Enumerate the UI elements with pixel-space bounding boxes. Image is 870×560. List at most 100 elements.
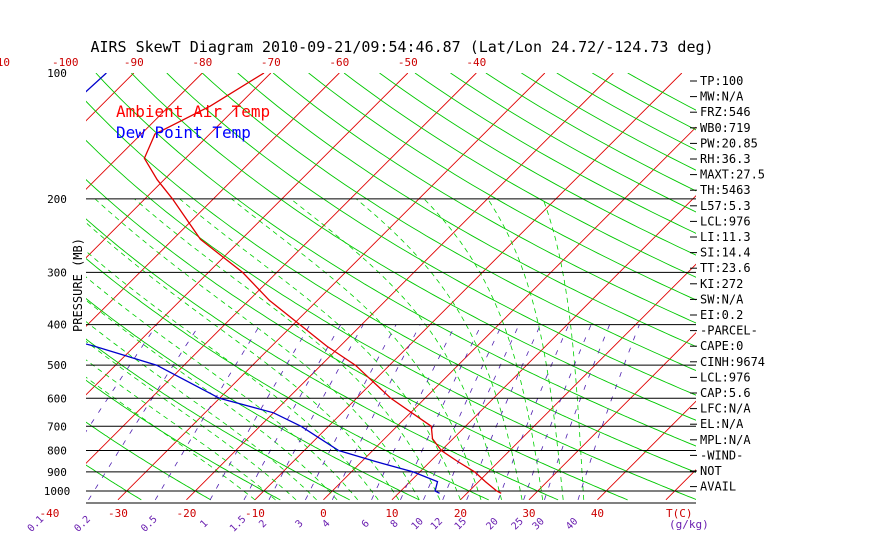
index-item: MW:N/A <box>700 90 744 104</box>
bottom-temp-tick-label: -30 <box>108 507 128 520</box>
moist-adiabat-line <box>86 276 359 501</box>
mixing-ratio-label: 20 <box>484 516 500 532</box>
bottom-temp-tick-label: 40 <box>591 507 604 520</box>
temperature-unit-label: T(C) <box>666 507 693 520</box>
dry-adiabat-line <box>272 73 696 324</box>
dry-adiabat-line <box>86 178 628 501</box>
pressure-tick-label: 200 <box>47 193 67 206</box>
dry-adiabat-line <box>86 379 281 501</box>
isotherm-line <box>186 73 614 501</box>
index-item: EL:N/A <box>700 417 744 431</box>
dew-point-temp-line <box>86 73 440 494</box>
index-item: WB0:719 <box>700 121 751 135</box>
dry-adiabat-line <box>95 73 696 447</box>
bottom-temp-tick-label: -40 <box>40 507 60 520</box>
index-item: L57:5.3 <box>700 199 751 213</box>
moist-adiabat-line <box>355 198 523 500</box>
dry-adiabat-line <box>379 73 696 256</box>
mixing-ratio-line <box>423 324 503 501</box>
dry-adiabat-line <box>86 139 696 500</box>
index-item: CAPE:0 <box>700 339 743 353</box>
isotherm-line <box>323 126 696 501</box>
top-temp-tick-label: -50 <box>398 56 418 69</box>
top-temp-tick-label: -90 <box>124 56 144 69</box>
moist-adiabat-line <box>94 198 420 501</box>
index-item: NOT <box>700 464 722 478</box>
index-item: LFC:N/A <box>700 402 751 416</box>
index-item: AVAIL <box>700 480 736 494</box>
legend-dew-point-temp: Dew Point Temp <box>116 123 251 142</box>
mixing-ratio-label: 10 <box>410 516 426 532</box>
mixing-ratio-label: 8 <box>389 518 401 530</box>
index-item: MAXT:27.5 <box>700 168 765 182</box>
dry-adiabat-line <box>308 73 696 301</box>
index-item: RH:36.3 <box>700 152 751 166</box>
dry-adiabat-line <box>201 73 696 372</box>
index-item: CINH:9674 <box>700 355 765 369</box>
sounding-profiles <box>86 73 502 494</box>
mixing-ratio-line <box>400 324 482 501</box>
pressure-tick-label: 100 <box>47 67 67 80</box>
legend: Ambient Air Temp Dew Point Temp <box>116 102 270 142</box>
isotherm-line <box>528 332 696 501</box>
mixing-ratio-label: 6 <box>360 518 372 530</box>
chart-title: AIRS SkewT Diagram 2010-09-21/09:54:46.8… <box>90 38 713 56</box>
bottom-temp-tick-label: 10 <box>385 507 398 520</box>
mixing-ratio-line <box>305 324 397 501</box>
index-item: -WIND- <box>700 448 743 462</box>
mixing-ratio-line <box>371 324 456 501</box>
isotherm-line <box>86 73 272 259</box>
pressure-tick-label: 500 <box>47 359 67 372</box>
top-temp-tick-label: -80 <box>192 56 212 69</box>
mixing-ratio-line <box>331 324 421 501</box>
index-item: CAP:5.6 <box>700 386 751 400</box>
pressure-tick-label: 300 <box>47 266 67 279</box>
dry-adiabat-line <box>166 73 696 396</box>
index-item: LI:11.3 <box>700 230 751 244</box>
top-temp-tick-label: -100 <box>52 56 79 69</box>
dry-adiabat-line <box>343 73 696 278</box>
mixing-ratio-line <box>544 324 610 501</box>
mixing-ratio-label: 40 <box>564 516 580 532</box>
pressure-tick-label: 700 <box>47 420 67 433</box>
isotherm-line <box>86 73 409 396</box>
bottom-temp-tick-label: -20 <box>177 507 197 520</box>
top-temp-tick-label: -60 <box>329 56 349 69</box>
bottom-temp-tick-label: -10 <box>245 507 265 520</box>
dry-adiabat-line <box>86 338 350 501</box>
moist-adiabat-line <box>542 198 585 500</box>
isotherm-line <box>86 73 340 327</box>
index-item: SW:N/A <box>700 292 744 306</box>
moist-adiabat-line <box>86 299 338 501</box>
isotherm-line <box>665 469 696 501</box>
isobar-lines <box>86 198 696 504</box>
moist-adiabat-line <box>179 198 461 501</box>
bottom-temp-tick-label: 30 <box>522 507 535 520</box>
mixing-ratio-label: 3 <box>294 518 306 530</box>
index-item: EI:0.2 <box>700 308 743 322</box>
isotherm-line <box>0 73 65 500</box>
grid-lines <box>0 73 696 501</box>
mixing-ratio-label: 4 <box>321 518 333 530</box>
dry-adiabat-line <box>86 464 142 501</box>
isotherm-line <box>460 263 696 501</box>
legend-ambient-air-temp: Ambient Air Temp <box>116 102 270 121</box>
index-item: MPL:N/A <box>700 433 751 447</box>
mixing-ratio-line <box>88 324 200 501</box>
index-item: TP:100 <box>700 74 743 88</box>
index-item: LCL:976 <box>700 370 751 384</box>
isotherm-line <box>597 400 696 501</box>
bottom-temp-tick-label: 20 <box>454 507 467 520</box>
pressure-tick-labels: 100 200 300 400 500 600 700 800 900 1000 <box>44 67 71 498</box>
mixing-ratio-label: 12 <box>429 516 445 532</box>
top-temp-tick-label: -70 <box>261 56 281 69</box>
top-temp-tick-label: -40 <box>466 56 486 69</box>
pressure-tick-label: 1000 <box>44 485 71 498</box>
moist-adiabat-line <box>423 198 543 500</box>
mixing-ratio-label: 0.2 <box>72 514 93 535</box>
dry-adiabat-line <box>0 73 72 500</box>
dry-adiabat-line <box>86 421 212 501</box>
mixing-ratio-line <box>154 324 261 501</box>
